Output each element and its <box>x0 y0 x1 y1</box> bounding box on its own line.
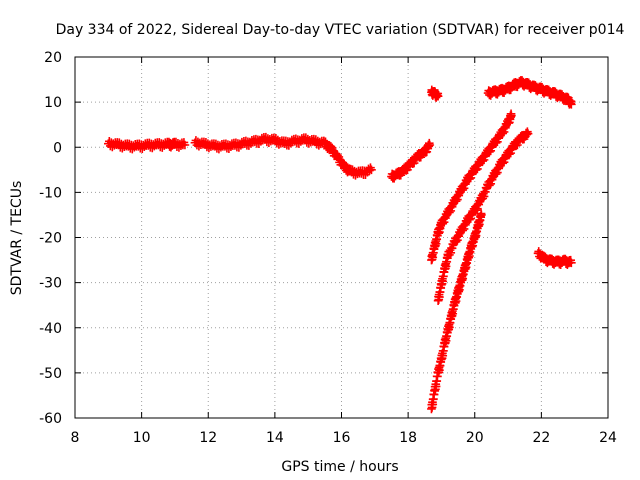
data-point <box>567 100 576 109</box>
x-axis-label: GPS time / hours <box>281 459 398 475</box>
y-tick-label: 0 <box>53 140 62 156</box>
data-point <box>425 140 435 150</box>
x-tick-label: 14 <box>266 430 284 446</box>
y-tick-label: -10 <box>39 185 62 201</box>
plot-frame <box>74 56 609 419</box>
data-point <box>567 258 576 268</box>
series-arc-6 <box>433 127 533 305</box>
data-point <box>477 210 486 220</box>
y-tick-label: -20 <box>39 231 62 247</box>
chart-title: Day 334 of 2022, Sidereal Day-to-day VTE… <box>56 22 625 38</box>
data-point <box>523 129 533 139</box>
data-points <box>104 76 576 414</box>
y-tick-label: 10 <box>44 95 62 111</box>
data-point <box>367 165 376 175</box>
x-tick-label: 10 <box>133 430 151 446</box>
series-arc-4 <box>427 85 443 102</box>
y-axis-label: SDTVAR / TECUs <box>9 181 25 296</box>
y-tick-label: -60 <box>39 411 62 427</box>
x-tick-label: 18 <box>399 430 417 446</box>
data-point <box>180 140 190 150</box>
series-arc-5 <box>427 109 516 265</box>
series-arc-3 <box>387 138 435 183</box>
y-tick-label: -40 <box>39 321 62 337</box>
data-point <box>507 111 516 120</box>
x-tick-label: 12 <box>199 430 217 446</box>
series-arc-2 <box>190 132 376 180</box>
series-arc-8 <box>483 76 576 109</box>
series-arc-1 <box>104 136 190 154</box>
x-tick-label: 20 <box>466 430 484 446</box>
grid <box>75 57 608 418</box>
y-tick-label: -30 <box>39 276 62 292</box>
y-tick-labels: 20 10 0 -10 -20 -30 -40 -50 -60 <box>39 50 62 427</box>
x-tick-label: 24 <box>599 430 617 446</box>
series-arc-7 <box>427 209 486 414</box>
x-tick-label: 8 <box>71 430 80 446</box>
x-tick-labels: 8 10 12 14 16 18 20 22 24 <box>71 430 617 446</box>
x-tick-label: 22 <box>532 430 550 446</box>
data-point <box>433 91 443 101</box>
series-arc-9 <box>533 247 576 269</box>
x-tick-label: 16 <box>333 430 351 446</box>
y-tick-label: -50 <box>39 366 62 382</box>
y-tick-label: 20 <box>44 50 62 66</box>
